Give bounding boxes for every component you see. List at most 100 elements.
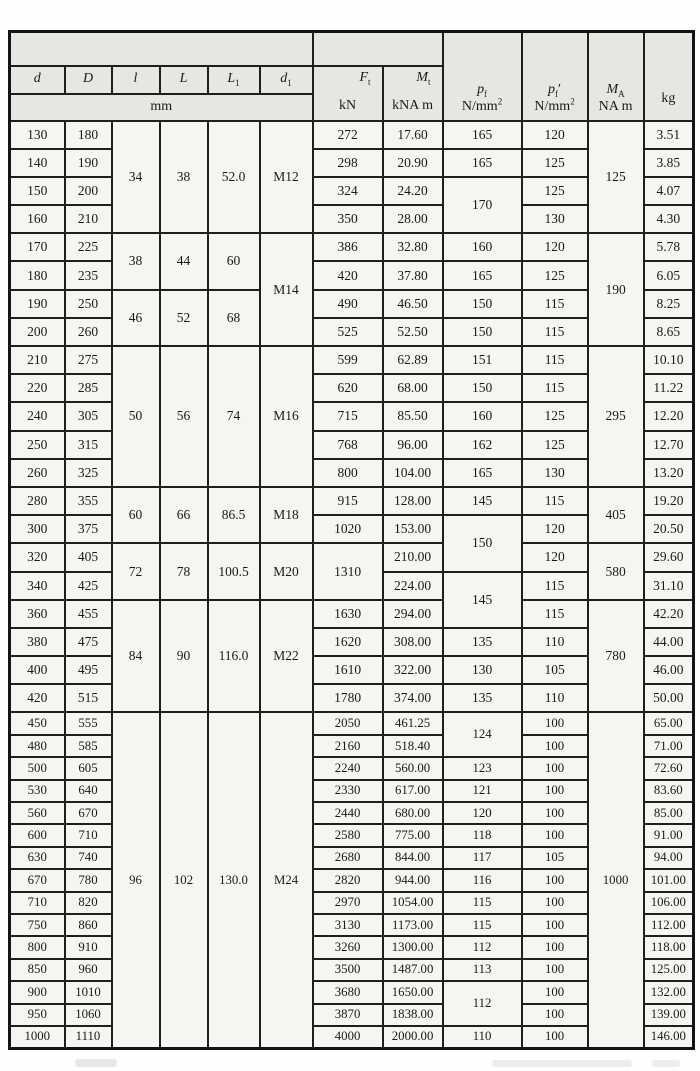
table-cell: 1010 — [63, 980, 113, 1005]
table-cell: 272 — [311, 119, 384, 150]
table-cell: 74 — [206, 345, 261, 488]
table-cell: 3130 — [311, 912, 384, 938]
table-cell: 72.60 — [642, 756, 695, 781]
table-cell: 374.00 — [381, 683, 444, 714]
table-cell: 200 — [8, 316, 66, 348]
table-cell: 325 — [63, 457, 113, 488]
table-cell: 125 — [520, 401, 589, 432]
table-cell: 190 — [8, 288, 66, 319]
table-cell: 115 — [441, 912, 523, 938]
table-cell: 300 — [8, 514, 66, 545]
header-mt: Mt kNA m — [381, 64, 444, 122]
table-cell: 780 — [586, 598, 645, 714]
table-cell: 130.0 — [206, 711, 261, 1050]
table-cell: 165 — [441, 457, 523, 488]
table-cell: 37.80 — [381, 260, 444, 291]
table-row: 450 555 96 102 130.0 M24 2050 461.25 124 100 1000 6… — [8, 711, 695, 1050]
table-cell: 620 — [311, 373, 384, 404]
table-cell: 162 — [441, 429, 523, 460]
table-cell: 60 — [206, 232, 261, 291]
table-cell: 800 — [311, 457, 384, 488]
table-cell: 125 — [520, 260, 589, 291]
table-cell: 710 — [63, 823, 113, 848]
table-row: 480 585 2160 518.40 100 71.00 — [8, 733, 695, 759]
table-cell: 125 — [520, 147, 589, 178]
table-cell: 210.00 — [381, 542, 444, 573]
table-cell: 1487.00 — [381, 957, 444, 983]
table-cell: 160 — [441, 232, 523, 263]
table-cell: 580 — [586, 542, 645, 601]
table-cell: 125 — [586, 119, 645, 235]
table-cell: 1000 — [586, 711, 645, 1050]
table-cell: 560 — [8, 800, 66, 826]
table-cell: 105 — [520, 655, 589, 686]
table-cell: 153.00 — [381, 514, 444, 545]
table-cell: 305 — [63, 401, 113, 432]
header-pf: pf N/mm2 — [441, 30, 523, 122]
table-cell: 120 — [520, 119, 589, 150]
table-cell: 66 — [158, 485, 209, 545]
table-row: 250 315 768 96.00 162 125 12.70 — [8, 429, 695, 460]
table-cell: M12 — [258, 119, 314, 235]
table-cell: 100.5 — [206, 542, 261, 601]
table-cell: 135 — [441, 683, 523, 714]
table-cell: 1650.00 — [381, 980, 444, 1005]
table-cell: 29.60 — [642, 542, 695, 573]
table-cell: M24 — [258, 711, 314, 1050]
table-cell: 31.10 — [642, 570, 695, 601]
table-cell: 120 — [441, 800, 523, 826]
table-row: 260 325 800 104.00 165 130 13.20 — [8, 457, 695, 488]
table-cell: 386 — [311, 232, 384, 263]
table-cell: M22 — [258, 598, 314, 714]
table-cell: 170 — [441, 175, 523, 235]
table-cell: 100 — [520, 912, 589, 938]
table-cell: 2050 — [311, 711, 384, 736]
table-cell: 151 — [441, 344, 523, 376]
table-cell: 100 — [520, 1024, 589, 1050]
table-cell: 340 — [8, 570, 66, 601]
table-cell: 2970 — [311, 890, 384, 915]
table-cell: 405 — [586, 485, 645, 545]
table-cell: 750 — [8, 912, 66, 938]
table-cell: 90 — [158, 598, 209, 714]
table-cell: 78 — [158, 542, 209, 601]
table-cell: 50 — [110, 345, 161, 488]
table-cell: 461.25 — [381, 711, 444, 736]
table-cell: 320 — [8, 542, 66, 573]
table-cell: 295 — [586, 345, 645, 488]
table-cell: 1630 — [311, 598, 384, 629]
table-row: 320 405 72 78 100.5 M20 1310 210.00 120 580 29.60 — [8, 542, 695, 601]
table-cell: 86.5 — [206, 485, 261, 545]
table-cell: 38 — [110, 232, 161, 291]
table-cell: 32.80 — [381, 232, 444, 263]
table-row: 750 860 3130 1173.00 115 100 112.00 — [8, 912, 695, 938]
table-cell: 130 — [8, 119, 66, 150]
table-row: 160 210 350 28.00 130 4.30 — [8, 204, 695, 235]
table-cell: 100 — [520, 890, 589, 915]
header-l: l — [110, 64, 161, 95]
table-cell: 110 — [520, 683, 589, 714]
table-cell: 85.00 — [642, 800, 695, 826]
table-cell: 160 — [441, 401, 523, 432]
table-cell: 12.70 — [642, 429, 695, 460]
table-cell: 640 — [63, 778, 113, 804]
table-cell: 165 — [441, 260, 523, 291]
table-row: 400 495 1610 322.00 130 105 46.00 — [8, 655, 695, 686]
table-cell: 322.00 — [381, 655, 444, 686]
table-cell: 525 — [311, 316, 384, 348]
table-cell: 150 — [441, 288, 523, 319]
table-cell: 617.00 — [381, 778, 444, 804]
table-cell: 94.00 — [642, 845, 695, 871]
table-row: 220 285 620 68.00 150 115 11.22 — [8, 373, 695, 404]
table-cell: 65.00 — [642, 711, 695, 736]
table-cell: 6.05 — [642, 260, 695, 291]
table-cell: 190 — [63, 147, 113, 178]
table-cell: 113 — [441, 957, 523, 983]
table-cell: 455 — [63, 598, 113, 629]
table-cell: 1780 — [311, 683, 384, 714]
table-cell: 46 — [110, 288, 161, 348]
table-cell: 146.00 — [642, 1024, 695, 1050]
table-row: 150 200 324 24.20 170 125 4.07 — [8, 175, 695, 235]
table-cell: 250 — [63, 288, 113, 319]
table-cell: 150 — [441, 316, 523, 348]
